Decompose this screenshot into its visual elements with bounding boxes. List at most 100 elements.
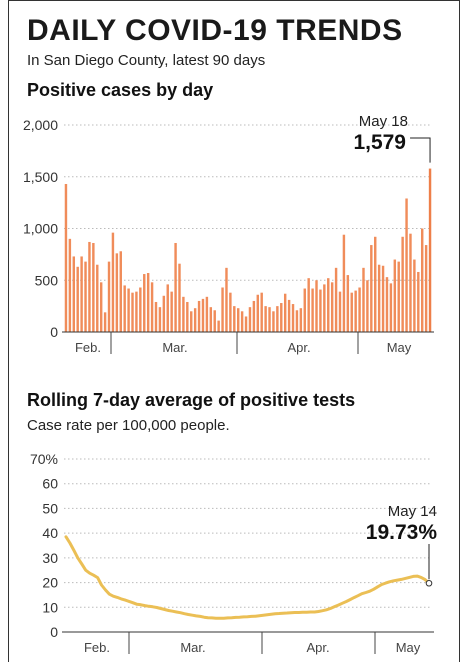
chart1-bar — [131, 292, 134, 332]
chart1-bar — [272, 311, 275, 332]
chart1-bar — [327, 278, 330, 332]
chart1-bar — [197, 300, 201, 332]
chart1-bar — [135, 291, 138, 332]
chart1-bar — [385, 277, 389, 332]
chart1-bar — [213, 310, 216, 332]
chart1-bar — [88, 241, 91, 332]
chart2-y-tick-label: 70% — [30, 451, 58, 467]
chart1-bars — [64, 168, 432, 332]
chart1-bar — [174, 242, 177, 332]
chart1-bar — [84, 261, 87, 332]
chart1-bar — [295, 310, 299, 332]
chart1-bar — [354, 290, 357, 332]
chart1-bar — [64, 183, 68, 332]
chart1-bar — [236, 308, 240, 332]
chart1-bar — [146, 273, 150, 332]
chart1-bar — [99, 282, 103, 332]
chart2-y-tick-label: 20 — [42, 575, 58, 591]
chart2-month-label: Apr. — [306, 640, 329, 655]
chart1-bar — [103, 312, 107, 332]
chart1-bar — [107, 261, 111, 332]
page-title: DAILY COVID-19 TRENDS — [27, 14, 403, 47]
chart1-bar — [158, 307, 162, 332]
chart1-bar — [127, 288, 130, 332]
chart1-x-tick-labels: Feb. Mar. Apr. May — [75, 340, 412, 355]
chart1-y-tick-label: 1,500 — [23, 169, 58, 185]
chart1-bar — [397, 261, 400, 332]
chart1-bar — [319, 289, 322, 332]
chart-frame — [8, 0, 460, 662]
chart1-bar — [166, 284, 169, 332]
chart1-bar — [424, 245, 428, 332]
chart1-bar — [190, 311, 193, 332]
chart2-annotation-value: 19.73% — [366, 521, 438, 544]
chart1-bar — [256, 294, 260, 332]
chart1-bar — [68, 238, 72, 332]
chart1-bar — [182, 296, 185, 332]
chart1-bar — [260, 292, 263, 332]
chart1-bar — [358, 287, 361, 332]
chart2-series-line — [64, 535, 431, 620]
chart1-y-tick-label: 500 — [35, 272, 59, 288]
chart2-y-tick-label: 40 — [42, 525, 58, 541]
chart2-month-label: Feb. — [84, 640, 110, 655]
chart1-bar — [252, 300, 256, 332]
chart1-annotation-date: May 18 — [359, 113, 408, 130]
chart1-bar — [240, 311, 244, 332]
chart1-month-label: Mar. — [162, 340, 187, 355]
chart1-bar — [405, 198, 408, 332]
chart1-annotation-value: 1,579 — [353, 131, 406, 154]
chart1-bar — [229, 292, 232, 332]
chart1-bar — [248, 307, 252, 332]
chart1-bar — [123, 285, 126, 332]
page-subtitle: In San Diego County, latest 90 days — [27, 52, 266, 69]
chart1-bar — [170, 291, 173, 332]
chart2-annotation-date: May 14 — [388, 503, 437, 520]
chart1-bar — [217, 320, 220, 332]
chart1-bar — [143, 274, 146, 332]
chart1-bar — [393, 259, 397, 332]
chart1-month-label: May — [387, 340, 412, 355]
chart1-bar — [428, 168, 432, 332]
chart1-bar — [72, 256, 76, 332]
chart1-bar — [76, 266, 79, 332]
chart1-bar — [205, 296, 209, 332]
chart1-bar — [283, 293, 287, 332]
chart1-bar — [420, 228, 424, 332]
chart2-x-tick-labels: Feb. Mar. Apr. May — [84, 640, 421, 655]
chart1-bar — [413, 259, 416, 332]
chart1-bar — [162, 295, 166, 332]
chart1-bar — [299, 308, 303, 332]
chart1-y-tick-label: 0 — [50, 324, 58, 340]
chart2-y-tick-label: 0 — [50, 624, 58, 640]
chart2-gridlines — [64, 458, 432, 608]
chart2-month-label: May — [396, 640, 421, 655]
chart2-y-tick-label: 10 — [42, 599, 58, 615]
chart1-bar — [201, 298, 205, 332]
chart1-bar — [330, 282, 334, 332]
cases-bar-chart: 0 500 1,000 1,500 2,000 Feb. Mar. Apr. May May … — [23, 113, 434, 355]
chart1-x-axis — [62, 331, 434, 354]
chart1-bar — [350, 292, 353, 332]
chart1-bar — [381, 265, 385, 332]
chart1-bar — [193, 308, 197, 332]
chart1-bar — [323, 284, 326, 332]
chart1-bar — [150, 282, 154, 332]
chart1-month-label: Apr. — [287, 340, 310, 355]
chart1-bar — [338, 291, 342, 332]
chart1-bar — [80, 256, 83, 332]
chart1-bar — [303, 288, 306, 332]
chart1-bar — [342, 234, 346, 332]
chart1-bar — [268, 307, 271, 332]
chart1-bar — [401, 236, 404, 332]
chart1-bar — [417, 271, 420, 332]
chart1-bar — [233, 306, 236, 332]
chart1-bar — [221, 287, 224, 332]
chart1-bar — [111, 232, 115, 332]
chart1-bar — [96, 264, 99, 332]
chart1-bar — [186, 301, 189, 332]
chart2-series — [64, 535, 433, 620]
chart1-bar — [370, 245, 373, 332]
chart1-bar — [311, 288, 314, 332]
